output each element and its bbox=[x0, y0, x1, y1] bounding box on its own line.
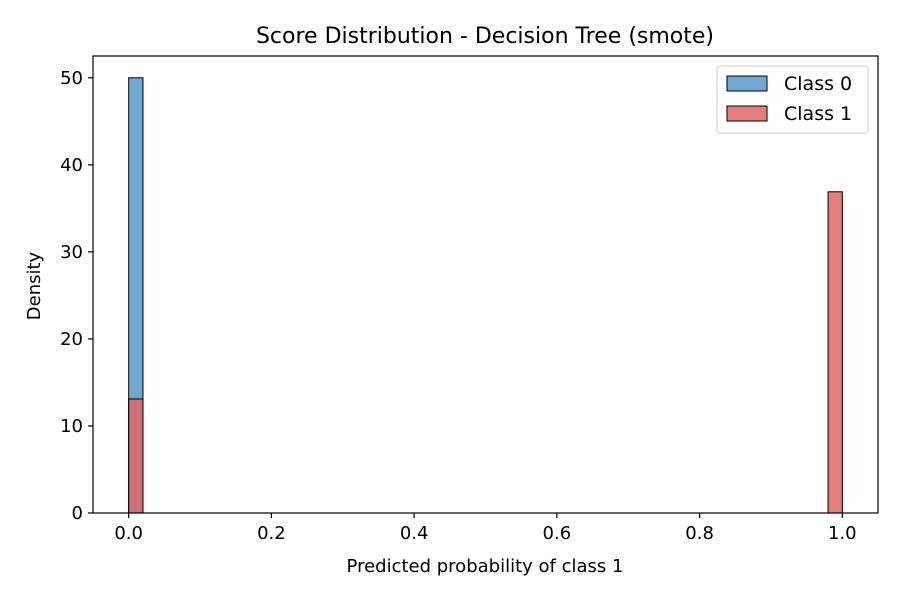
legend-swatch-class-0 bbox=[726, 75, 768, 92]
y-tick-label: 20 bbox=[60, 329, 83, 350]
y-tick-label: 40 bbox=[60, 155, 83, 176]
x-axis-ticks: 0.0 0.2 0.4 0.6 0.8 1.0 bbox=[114, 513, 857, 544]
y-tick-label: 50 bbox=[60, 68, 83, 89]
x-tick-label: 0.2 bbox=[257, 523, 286, 544]
y-tick-label: 10 bbox=[60, 416, 83, 437]
y-axis-label: Density bbox=[24, 251, 45, 320]
plot-frame bbox=[92, 55, 879, 514]
legend: Class 0 Class 1 bbox=[716, 65, 869, 134]
legend-swatch-class-1 bbox=[726, 105, 768, 122]
x-tick-label: 0.8 bbox=[685, 523, 714, 544]
x-tick-label: 0.0 bbox=[114, 523, 143, 544]
chart-title: Score Distribution - Decision Tree (smot… bbox=[256, 24, 714, 49]
x-tick-label: 0.6 bbox=[543, 523, 572, 544]
x-axis-label: Predicted probability of class 1 bbox=[347, 556, 624, 577]
histogram-bar-class-1-1 bbox=[827, 191, 843, 514]
legend-label-class-1: Class 1 bbox=[784, 103, 852, 125]
y-axis-ticks: 0 10 20 30 40 50 bbox=[60, 68, 93, 524]
y-tick-label: 30 bbox=[60, 242, 83, 263]
legend-label-class-0: Class 0 bbox=[784, 73, 852, 95]
x-tick-label: 1.0 bbox=[828, 523, 857, 544]
bars-layer bbox=[128, 77, 843, 514]
histogram-bar-class-1-0 bbox=[128, 398, 144, 514]
x-tick-label: 0.4 bbox=[400, 523, 429, 544]
y-tick-label: 0 bbox=[72, 503, 83, 524]
